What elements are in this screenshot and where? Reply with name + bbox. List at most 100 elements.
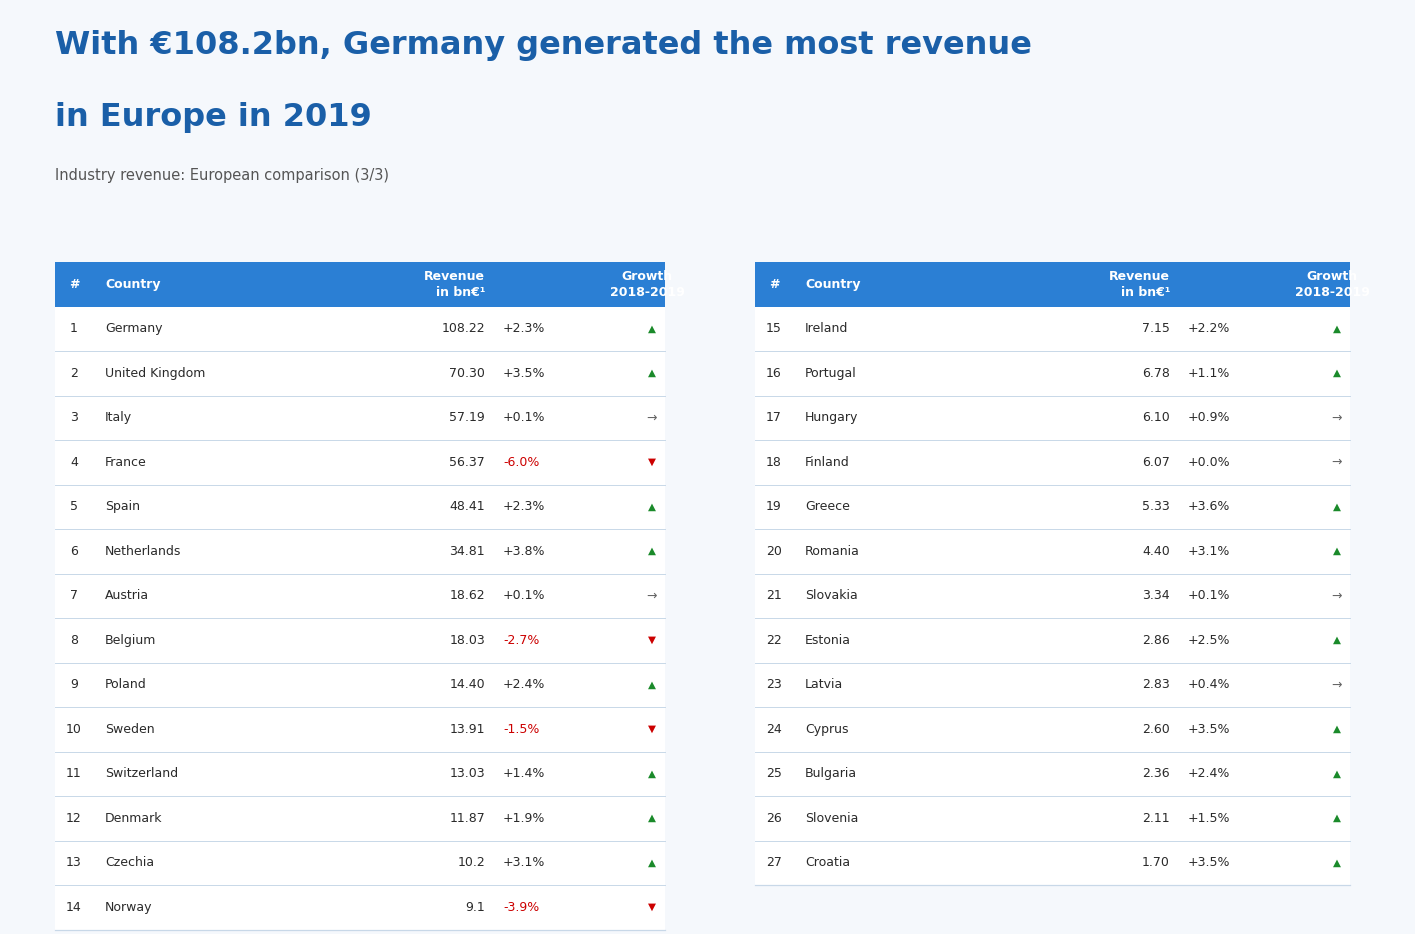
Text: 3: 3 — [71, 411, 78, 424]
Bar — [756, 306, 1350, 351]
Text: -1.5%: -1.5% — [502, 723, 539, 736]
Text: 6.10: 6.10 — [1142, 411, 1170, 424]
Text: Denmark: Denmark — [105, 812, 163, 825]
Text: ▲: ▲ — [1333, 502, 1341, 512]
Bar — [756, 841, 1350, 885]
Text: 5: 5 — [69, 501, 78, 514]
Text: ▲: ▲ — [648, 814, 657, 823]
Bar — [55, 306, 665, 351]
Text: 1: 1 — [71, 322, 78, 335]
Bar — [756, 529, 1350, 573]
Text: 2: 2 — [71, 367, 78, 380]
Text: Norway: Norway — [105, 900, 153, 913]
Text: 13.91: 13.91 — [450, 723, 485, 736]
Text: Bulgaria: Bulgaria — [805, 767, 857, 780]
Text: Romania: Romania — [805, 545, 860, 558]
Text: 23: 23 — [766, 678, 782, 691]
Text: ▲: ▲ — [648, 368, 657, 378]
Text: Finland: Finland — [805, 456, 850, 469]
Text: +1.4%: +1.4% — [502, 767, 545, 780]
Text: Croatia: Croatia — [805, 856, 850, 870]
Text: 48.41: 48.41 — [450, 501, 485, 514]
Text: Austria: Austria — [105, 589, 149, 602]
Text: 11.87: 11.87 — [449, 812, 485, 825]
Text: ▲: ▲ — [1333, 724, 1341, 734]
Text: ▲: ▲ — [648, 502, 657, 512]
Text: 13: 13 — [67, 856, 82, 870]
Text: Portugal: Portugal — [805, 367, 856, 380]
Text: in Europe in 2019: in Europe in 2019 — [55, 102, 372, 133]
Text: 9.1: 9.1 — [466, 900, 485, 913]
Text: +1.9%: +1.9% — [502, 812, 545, 825]
Text: 18: 18 — [766, 456, 782, 469]
Text: +2.3%: +2.3% — [502, 501, 545, 514]
Text: Spain: Spain — [105, 501, 140, 514]
Text: -3.9%: -3.9% — [502, 900, 539, 913]
Bar — [55, 440, 665, 485]
Bar — [55, 618, 665, 662]
Bar — [756, 262, 1350, 306]
Text: +2.2%: +2.2% — [1189, 322, 1231, 335]
Bar — [756, 752, 1350, 796]
Text: +2.4%: +2.4% — [502, 678, 545, 691]
Text: Growth
2018-2019: Growth 2018-2019 — [610, 270, 685, 299]
Bar — [55, 752, 665, 796]
Text: +2.3%: +2.3% — [502, 322, 545, 335]
Text: ▲: ▲ — [648, 546, 657, 557]
Text: Slovenia: Slovenia — [805, 812, 859, 825]
Text: Industry revenue: European comparison (3/3): Industry revenue: European comparison (3… — [55, 168, 389, 183]
Text: 4: 4 — [71, 456, 78, 469]
Text: Belgium: Belgium — [105, 634, 157, 646]
Bar — [756, 440, 1350, 485]
Text: 26: 26 — [766, 812, 782, 825]
Text: Hungary: Hungary — [805, 411, 859, 424]
Text: +0.1%: +0.1% — [502, 411, 546, 424]
Text: 9: 9 — [71, 678, 78, 691]
Text: Ireland: Ireland — [805, 322, 849, 335]
Text: +3.8%: +3.8% — [502, 545, 546, 558]
Text: →: → — [1332, 456, 1343, 469]
Text: 10: 10 — [67, 723, 82, 736]
Bar — [756, 707, 1350, 752]
Text: 21: 21 — [766, 589, 782, 602]
Text: 12: 12 — [67, 812, 82, 825]
Text: +0.1%: +0.1% — [502, 589, 546, 602]
Text: 22: 22 — [766, 634, 782, 646]
Text: 14: 14 — [67, 900, 82, 913]
Text: ▲: ▲ — [1333, 546, 1341, 557]
Bar — [55, 707, 665, 752]
Text: 18.03: 18.03 — [449, 634, 485, 646]
Text: →: → — [1332, 411, 1343, 424]
Text: 16: 16 — [766, 367, 782, 380]
Text: 56.37: 56.37 — [449, 456, 485, 469]
Text: +0.1%: +0.1% — [1189, 589, 1231, 602]
Text: 15: 15 — [766, 322, 782, 335]
Text: ▲: ▲ — [648, 857, 657, 868]
Text: Revenue
in bn€¹: Revenue in bn€¹ — [424, 270, 485, 299]
Text: +2.5%: +2.5% — [1189, 634, 1231, 646]
Text: +3.5%: +3.5% — [502, 367, 546, 380]
Text: Cyprus: Cyprus — [805, 723, 849, 736]
Text: 7.15: 7.15 — [1142, 322, 1170, 335]
Text: +3.5%: +3.5% — [1189, 856, 1231, 870]
Bar — [756, 662, 1350, 707]
Text: →: → — [1332, 678, 1343, 691]
Text: 20: 20 — [766, 545, 782, 558]
Bar — [55, 262, 665, 306]
Text: Germany: Germany — [105, 322, 163, 335]
Bar — [756, 573, 1350, 618]
Text: +3.1%: +3.1% — [502, 856, 545, 870]
Text: #: # — [768, 277, 780, 290]
Bar — [756, 395, 1350, 440]
Text: 7: 7 — [69, 589, 78, 602]
Text: Greece: Greece — [805, 501, 850, 514]
Text: +2.4%: +2.4% — [1189, 767, 1231, 780]
Text: →: → — [647, 589, 657, 602]
Text: Country: Country — [105, 277, 160, 290]
Text: ▲: ▲ — [648, 324, 657, 333]
Text: Growth
2018-2019: Growth 2018-2019 — [1295, 270, 1370, 299]
Text: 5.33: 5.33 — [1142, 501, 1170, 514]
Text: 14.40: 14.40 — [450, 678, 485, 691]
Text: ▼: ▼ — [648, 902, 657, 913]
Text: Switzerland: Switzerland — [105, 767, 178, 780]
